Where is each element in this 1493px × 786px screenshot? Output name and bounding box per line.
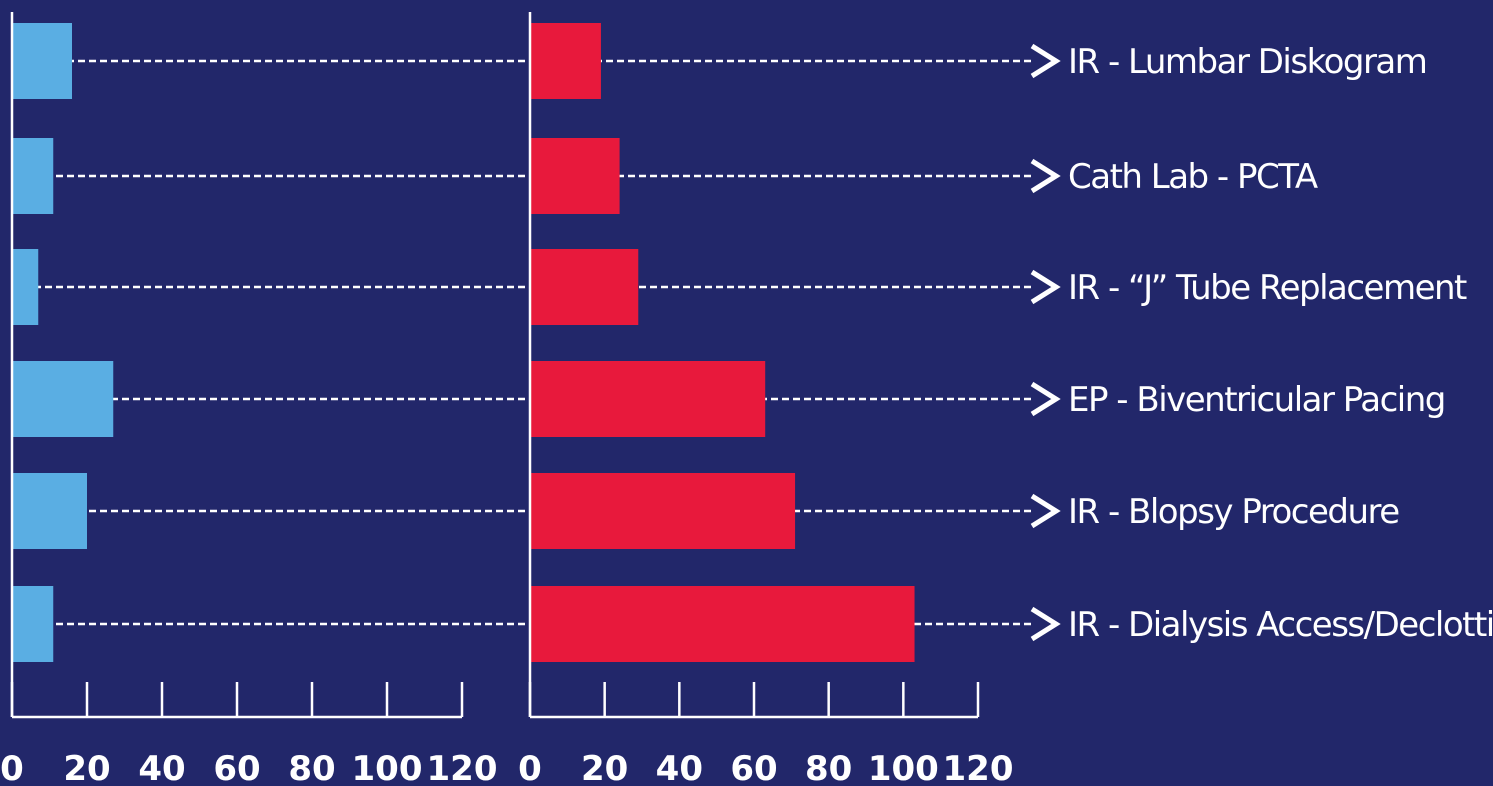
- bar-series-2-6: [530, 586, 915, 662]
- series-2-bars: [530, 23, 915, 662]
- arrow-marker-icon: [1030, 43, 1061, 79]
- bar-series-1-2: [12, 138, 54, 214]
- x-tick-label: 120: [427, 749, 498, 786]
- category-label: IR - Lumbar Diskogram: [1068, 42, 1426, 82]
- category-labels: IR - Lumbar Diskogram Cath Lab - PCTA IR -…: [1068, 42, 1493, 645]
- bar-series-2-2: [530, 138, 620, 214]
- x-tick-label: 80: [288, 749, 335, 786]
- bar-series-2-3: [530, 249, 639, 325]
- series-1-bars: [12, 23, 114, 662]
- x-tick-label: 0: [0, 749, 24, 786]
- bar-series-2-1: [530, 23, 601, 99]
- bar-series-2-5: [530, 473, 796, 549]
- x-tick-label: 80: [805, 749, 852, 786]
- axes: [10, 12, 980, 719]
- x-tick-label: 120: [943, 749, 1014, 786]
- arrow-marker-icon: [1030, 269, 1061, 305]
- arrow-marker-icon: [1030, 158, 1061, 194]
- bar-series-1-6: [12, 586, 54, 662]
- category-label: Cath Lab - PCTA: [1068, 157, 1318, 197]
- bar-series-1-3: [12, 249, 39, 325]
- leader-lines: [12, 43, 1061, 642]
- x-tick-label: 40: [138, 749, 185, 786]
- x-tick-label: 0: [518, 749, 542, 786]
- bar-series-1-5: [12, 473, 87, 549]
- category-label: IR - “J” Tube Replacement: [1068, 268, 1467, 308]
- x-tick-label: 20: [581, 749, 628, 786]
- arrow-marker-icon: [1030, 493, 1061, 529]
- category-label: IR - Blopsy Procedure: [1068, 492, 1399, 532]
- x-tick-label: 60: [213, 749, 260, 786]
- x-tick-label: 100: [868, 749, 939, 786]
- bar-series-2-4: [530, 361, 766, 437]
- x-tick-label: 60: [730, 749, 777, 786]
- x-tick-label: 100: [352, 749, 423, 786]
- category-label: IR - Dialysis Access/Declotting: [1068, 605, 1493, 645]
- bar-series-1-1: [12, 23, 72, 99]
- x-tick-label: 20: [63, 749, 110, 786]
- tick-labels: 0 20 40 60 80 100 120 0 20 40 60 80 100 120: [0, 749, 1013, 786]
- arrow-marker-icon: [1030, 606, 1061, 642]
- x-tick-label: 40: [656, 749, 703, 786]
- category-label: EP - Biventricular Pacing: [1068, 380, 1445, 420]
- bar-series-1-4: [12, 361, 114, 437]
- arrow-marker-icon: [1030, 381, 1061, 417]
